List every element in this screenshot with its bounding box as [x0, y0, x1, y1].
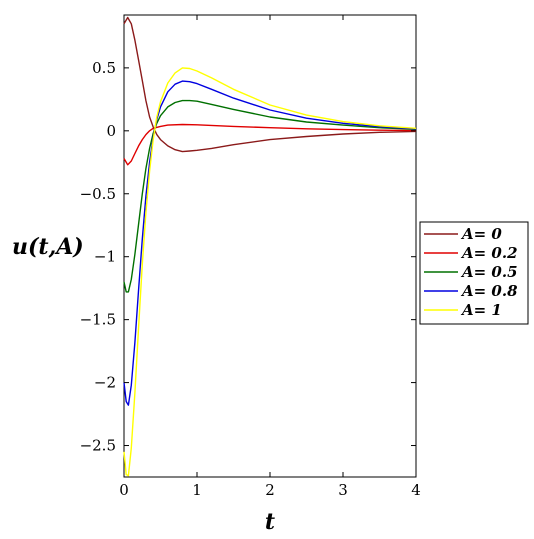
y-tick-label: −1	[94, 248, 116, 266]
y-tick-label: 0	[106, 122, 116, 140]
series-layer	[123, 16, 417, 477]
x-axis-title: t	[265, 509, 275, 535]
x-tick-label: 4	[411, 481, 421, 499]
legend-label: A= 0.2	[460, 244, 518, 262]
series-line	[123, 99, 417, 293]
y-tick-label: −0.5	[80, 185, 116, 203]
y-tick-label: 0.5	[92, 59, 116, 77]
y-tick-label: −2.5	[80, 437, 116, 455]
legend-label: A= 1	[460, 301, 502, 319]
x-axis: 0 1 2 3 4	[119, 15, 421, 499]
x-tick-label: 3	[338, 481, 348, 499]
y-tick-label: −1.5	[80, 311, 116, 329]
y-tick-label: −2	[94, 374, 116, 392]
x-tick-label: 1	[192, 481, 202, 499]
series-line	[123, 80, 417, 406]
series-line	[123, 16, 417, 153]
legend-label: A= 0.8	[460, 282, 518, 300]
y-axis: 0.5 0 −0.5 −1 −1.5 −2 −2.5	[80, 59, 416, 455]
series-line	[123, 123, 417, 166]
legend-box	[419, 221, 529, 325]
y-axis-title: u(t,A)	[12, 234, 84, 260]
legend-label: A= 0.5	[460, 263, 518, 281]
legend-label: A= 0	[460, 225, 502, 243]
x-tick-label: 2	[265, 481, 275, 499]
x-tick-label: 0	[119, 481, 129, 499]
series-line	[123, 67, 417, 477]
legend: A= 0A= 0.2A= 0.5A= 0.8A= 1	[419, 221, 529, 325]
